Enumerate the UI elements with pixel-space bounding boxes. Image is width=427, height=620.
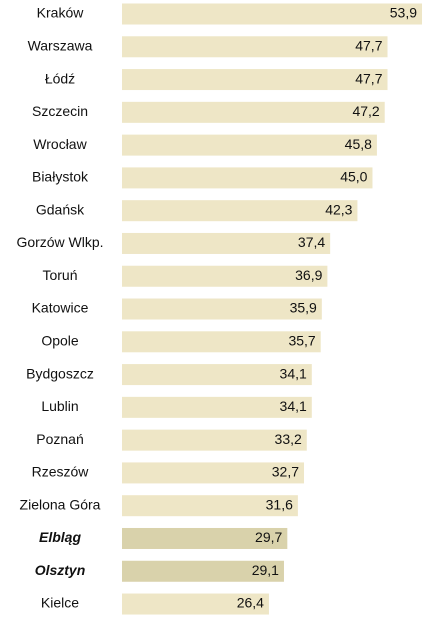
bar bbox=[122, 134, 377, 156]
bar bbox=[122, 396, 312, 418]
category-label: Gdańsk bbox=[36, 201, 85, 217]
bar bbox=[122, 429, 307, 451]
bar bbox=[122, 3, 423, 25]
value-label: 35,9 bbox=[290, 300, 317, 316]
value-label: 36,9 bbox=[295, 267, 322, 283]
bar bbox=[122, 331, 321, 353]
value-label: 53,9 bbox=[390, 5, 417, 21]
category-label: Łódź bbox=[45, 70, 75, 86]
bar bbox=[122, 200, 358, 222]
value-label: 47,7 bbox=[355, 37, 382, 53]
category-label: Katowice bbox=[32, 300, 89, 316]
bar bbox=[122, 462, 305, 484]
value-label: 29,1 bbox=[252, 562, 279, 578]
category-label: Wrocław bbox=[33, 136, 87, 152]
bar bbox=[122, 495, 298, 517]
bar bbox=[122, 560, 284, 582]
bar bbox=[122, 101, 385, 123]
value-label: 34,1 bbox=[280, 365, 307, 381]
bar bbox=[122, 232, 331, 254]
category-label: Kielce bbox=[41, 595, 79, 611]
category-label: Elbląg bbox=[39, 529, 81, 545]
category-label: Bydgoszcz bbox=[26, 365, 94, 381]
category-label: Poznań bbox=[36, 431, 83, 447]
bar bbox=[122, 364, 312, 386]
value-label: 47,7 bbox=[355, 70, 382, 86]
category-label: Zielona Góra bbox=[20, 496, 101, 512]
bar bbox=[122, 527, 288, 549]
value-label: 33,2 bbox=[275, 431, 302, 447]
bar bbox=[122, 265, 328, 287]
category-label: Olsztyn bbox=[35, 562, 86, 578]
value-label: 32,7 bbox=[272, 464, 299, 480]
value-label: 35,7 bbox=[288, 333, 315, 349]
category-label: Toruń bbox=[42, 267, 77, 283]
value-label: 42,3 bbox=[325, 201, 352, 217]
value-label: 29,7 bbox=[255, 529, 282, 545]
value-label: 45,0 bbox=[340, 169, 367, 185]
category-label: Białystok bbox=[32, 169, 89, 185]
category-label: Kraków bbox=[37, 5, 85, 21]
bar bbox=[122, 36, 388, 58]
category-label: Rzeszów bbox=[32, 464, 90, 480]
bar bbox=[122, 298, 322, 320]
category-label: Gorzów Wlkp. bbox=[16, 234, 103, 250]
value-label: 45,8 bbox=[345, 136, 372, 152]
category-label: Opole bbox=[41, 333, 79, 349]
value-label: 26,4 bbox=[237, 595, 264, 611]
category-label: Lublin bbox=[41, 398, 78, 414]
category-label: Szczecin bbox=[32, 103, 88, 119]
bar bbox=[122, 69, 388, 91]
category-label: Warszawa bbox=[28, 37, 93, 53]
value-label: 47,2 bbox=[352, 103, 379, 119]
value-label: 37,4 bbox=[298, 234, 325, 250]
bar bbox=[122, 167, 373, 189]
value-label: 31,6 bbox=[266, 496, 293, 512]
value-label: 34,1 bbox=[280, 398, 307, 414]
bar bbox=[122, 593, 269, 615]
